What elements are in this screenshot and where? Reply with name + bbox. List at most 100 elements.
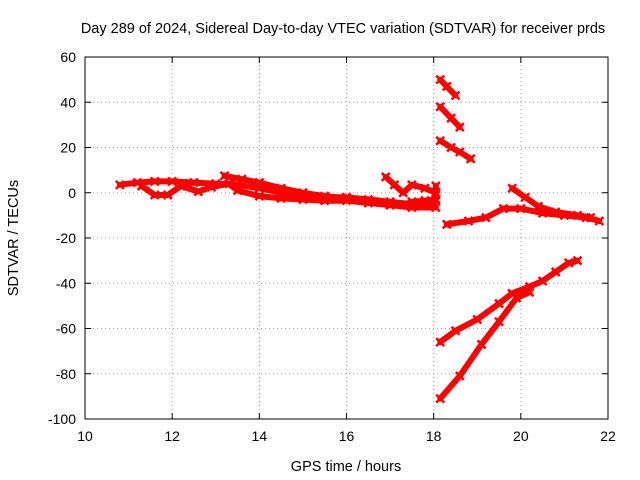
data-point (430, 202, 441, 213)
data-point (189, 177, 199, 188)
data-point (450, 325, 461, 336)
data-point (481, 212, 491, 223)
data-point (114, 179, 125, 190)
x-tick-label: 18 (426, 428, 442, 444)
x-tick-label: 10 (77, 428, 93, 444)
data-point (206, 182, 217, 192)
y-tick-label: -100 (48, 411, 76, 427)
data-point (149, 176, 160, 187)
series-arc-drop-20h (507, 183, 596, 223)
y-tick-label: 0 (68, 185, 76, 201)
grid-lines (85, 57, 608, 419)
data-point (446, 113, 456, 123)
y-tick-label: 40 (60, 94, 76, 110)
data-point (476, 339, 487, 350)
data-point (494, 316, 504, 327)
data-point (435, 135, 446, 146)
data-point (465, 153, 476, 164)
data-point (363, 198, 374, 208)
data-point (380, 172, 391, 182)
data-point (385, 200, 395, 211)
data-point (162, 190, 173, 200)
data-point (594, 216, 605, 226)
data-point (446, 142, 456, 153)
series-line (437, 137, 474, 162)
data-point (276, 183, 287, 194)
y-tick-label: -80 (56, 366, 76, 382)
data-point (454, 147, 465, 157)
x-tick-label: 16 (339, 428, 355, 444)
data-point (572, 255, 583, 266)
data-point (494, 298, 504, 309)
data-point (420, 195, 430, 206)
data-point (572, 210, 583, 221)
data-point (441, 81, 452, 92)
data-point (498, 203, 509, 214)
data-point (406, 196, 417, 207)
data-point (463, 216, 474, 226)
data-point (550, 267, 561, 277)
series-line (116, 178, 437, 209)
data-point (533, 201, 544, 212)
chart-title: Day 289 of 2024, Sidereal Day-to-day VTE… (81, 21, 605, 37)
data-point (430, 181, 441, 191)
data-point (454, 122, 465, 133)
data-series (114, 74, 605, 404)
data-point (319, 191, 330, 202)
series-arc-18h-tail (406, 181, 441, 207)
data-point (585, 212, 596, 223)
data-point (454, 371, 465, 381)
data-point (450, 90, 461, 101)
data-point (524, 287, 535, 298)
data-point (254, 191, 265, 202)
data-point (149, 190, 160, 200)
series-arc-minus-91 (435, 287, 535, 404)
x-tick-label: 22 (600, 428, 616, 444)
y-tick-label: -40 (56, 275, 76, 291)
y-tick-label: -60 (56, 321, 76, 337)
x-tick-label: 20 (513, 428, 529, 444)
data-point (232, 185, 243, 196)
data-point (341, 193, 352, 204)
series-line (437, 257, 581, 346)
data-point (237, 174, 247, 185)
data-point (435, 337, 446, 347)
data-point (254, 177, 265, 188)
data-point (507, 183, 518, 194)
data-point (406, 179, 417, 190)
data-point (136, 181, 147, 191)
data-point (276, 193, 287, 204)
data-point (520, 192, 531, 203)
data-point (175, 181, 186, 191)
x-tick-label: 14 (252, 428, 268, 444)
data-point (298, 187, 308, 198)
data-point (219, 170, 230, 181)
y-tick-label: -20 (56, 230, 76, 246)
series-arc-steep-22 (435, 135, 476, 164)
axis-ticks: 10 12 14 16 18 20 22 -100 -80 -60 -40 -20 0 20 40 60 (48, 49, 616, 444)
data-point (193, 186, 204, 197)
y-axis-label: SDTVAR / TECUs (6, 180, 22, 296)
y-tick-label: 20 (60, 140, 76, 156)
data-point (511, 293, 522, 303)
series-arc-main-band-c (219, 170, 352, 204)
series-arc-steep-50 (435, 74, 461, 101)
data-point (441, 219, 452, 230)
data-point (430, 190, 441, 200)
x-axis-label: GPS time / hours (291, 459, 401, 475)
data-point (389, 179, 400, 190)
data-point (563, 258, 574, 268)
x-tick-label: 12 (164, 428, 180, 444)
data-point (537, 276, 548, 286)
data-point (420, 183, 430, 194)
data-point (223, 178, 234, 189)
series-arc-main-band-b (136, 178, 441, 213)
data-point (435, 393, 446, 404)
series-arc-steep-38 (435, 101, 465, 133)
data-point (398, 187, 409, 198)
data-point (472, 314, 483, 325)
data-point (167, 176, 178, 187)
data-point (515, 203, 526, 214)
